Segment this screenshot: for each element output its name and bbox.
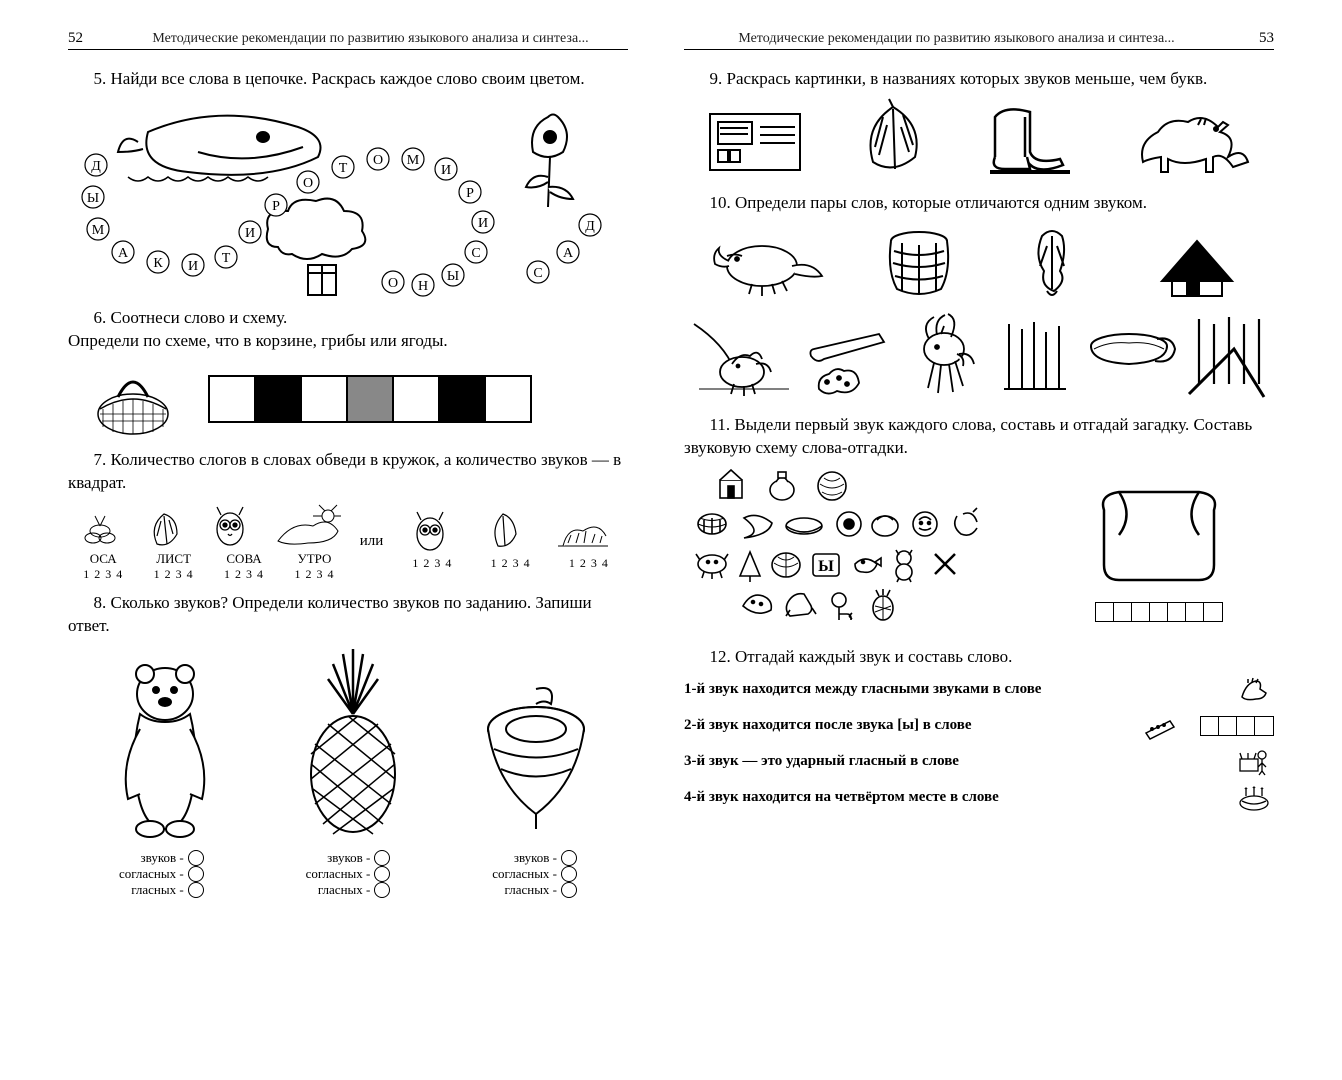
svg-text:О: О: [388, 276, 398, 291]
svg-text:И: И: [478, 216, 488, 231]
task-10-text: 10. Определи пары слов, которые отличают…: [684, 192, 1274, 215]
svg-text:Р: Р: [272, 199, 280, 214]
page-number-right: 53: [1259, 30, 1274, 47]
svg-text:Т: Т: [222, 251, 231, 266]
task-12-answer-boxes: [1200, 716, 1274, 736]
running-title-right: Методические рекомендации по развитию яз…: [684, 31, 1229, 47]
task-8-text: 8. Сколько звуков? Определи количество з…: [68, 592, 628, 638]
svg-text:С: С: [533, 266, 542, 281]
svg-text:О: О: [303, 176, 313, 191]
task-6-schema: [208, 375, 532, 423]
svg-text:Т: Т: [339, 161, 348, 176]
running-title-left: Методические рекомендации по развитию яз…: [113, 31, 628, 47]
task-12-text: 12. Отгадай каждый звук и составь слово.: [684, 646, 1274, 669]
task-5-text: 5. Найди все слова в цепочке. Раскрась к…: [68, 68, 628, 91]
svg-text:А: А: [118, 246, 129, 261]
page-left: 52 Методические рекомендации по развитию…: [40, 30, 656, 1040]
svg-text:И: И: [245, 226, 255, 241]
task-7-or: или: [350, 533, 394, 550]
task-7-text: 7. Количество слогов в словах обведи в к…: [68, 449, 628, 495]
svg-text:К: К: [153, 256, 163, 271]
task-11-answer-boxes: [1095, 602, 1223, 622]
task-10-illustration: [684, 221, 1274, 404]
task-6-text-b: Определи по схеме, что в корзине, грибы …: [68, 330, 628, 353]
svg-text:Н: Н: [418, 279, 428, 294]
task-6-illustration: [88, 359, 628, 439]
svg-text:Р: Р: [466, 186, 474, 201]
page-header-left: 52 Методические рекомендации по развитию…: [68, 30, 628, 50]
task-11-text: 11. Выдели первый звук каждого слова, со…: [684, 414, 1274, 460]
svg-text:А: А: [563, 246, 574, 261]
svg-text:И: И: [441, 163, 451, 178]
task-9-illustration: [684, 97, 1274, 182]
svg-text:Ы: Ы: [447, 269, 459, 284]
svg-text:С: С: [471, 246, 480, 261]
svg-text:Ы: Ы: [818, 558, 834, 575]
svg-text:Д: Д: [585, 219, 595, 234]
svg-text:М: М: [407, 153, 420, 168]
svg-text:М: М: [92, 223, 105, 238]
task-5-illustration: ДЫМАКИТИРОТОМИРИСЫНОСАД: [68, 97, 628, 297]
page-header-right: Методические рекомендации по развитию яз…: [684, 30, 1274, 50]
svg-text:Д: Д: [91, 159, 101, 174]
task-6-text-a: 6. Соотнеси слово и схему.: [68, 307, 628, 330]
svg-text:И: И: [188, 259, 198, 274]
svg-text:Ы: Ы: [87, 191, 99, 206]
task-9-text: 9. Раскрась картинки, в названиях которы…: [684, 68, 1274, 91]
task-8-illustration: звуков -согласных -гласных -звуков -согл…: [68, 644, 628, 898]
task-7-illustration: ОСАЛИСТСОВАУТРО 1 2 3 41 2 3 41 2 3 41 2…: [68, 501, 628, 582]
svg-text:О: О: [373, 153, 383, 168]
page-right: Методические рекомендации по развитию яз…: [656, 30, 1302, 1040]
task-12-clues: 1-й звук находится между гласными звукам…: [684, 675, 1274, 813]
page-number-left: 52: [68, 30, 83, 47]
task-11-illustration: Ы: [684, 466, 1274, 636]
